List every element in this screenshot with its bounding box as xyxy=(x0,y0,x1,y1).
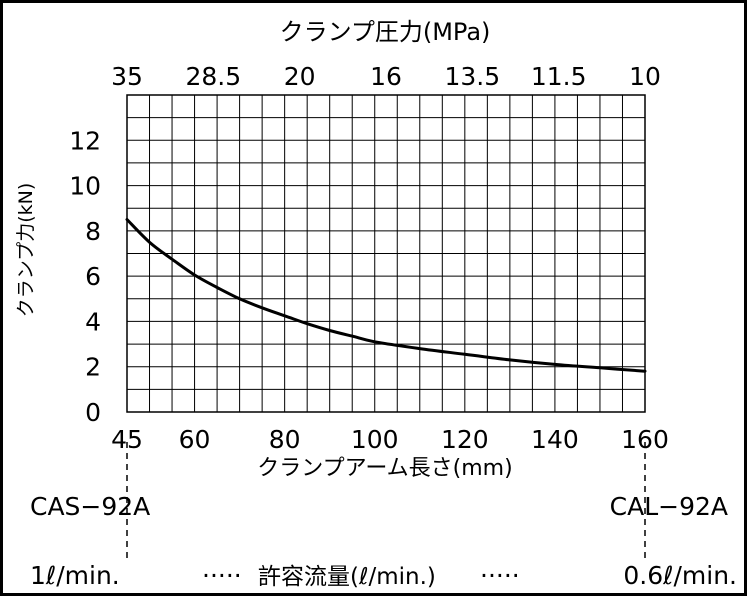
top-tick-label: 28.5 xyxy=(185,62,241,91)
flow-title-label: 許容流量(ℓ/min.) xyxy=(258,564,436,590)
top-tick-label: 10 xyxy=(629,62,661,91)
y-tick-label: 10 xyxy=(69,172,101,201)
y-tick-label: 4 xyxy=(85,307,101,336)
top-tick-label: 20 xyxy=(284,62,316,91)
top-tick-label: 35 xyxy=(111,62,143,91)
x-tick-label: 45 xyxy=(111,425,143,454)
model-left-label: CAS−92A xyxy=(30,492,150,521)
x-axis-ticks: 45 60 80 100 120 140 160 xyxy=(111,425,669,454)
top-tick-label: 11.5 xyxy=(531,62,587,91)
y-axis-ticks: 0 2 4 6 8 10 12 xyxy=(69,126,101,427)
x-tick-label: 140 xyxy=(531,425,579,454)
flow-left-label: 1ℓ/min. xyxy=(30,561,120,590)
series-curve xyxy=(125,218,647,373)
x-tick-label: 100 xyxy=(351,425,399,454)
series-line-0 xyxy=(125,218,647,373)
top-tick-label: 13.5 xyxy=(444,62,500,91)
model-right-label: CAL−92A xyxy=(610,492,728,521)
x-axis-label: クランプアーム長さ(mm) xyxy=(257,456,512,481)
y-tick-label: 6 xyxy=(85,262,101,291)
grid xyxy=(127,95,645,412)
top-axis-title: クランプ圧力(MPa) xyxy=(280,18,491,46)
flow-right-label: 0.6ℓ/min. xyxy=(623,561,737,590)
y-tick-label: 12 xyxy=(69,126,101,155)
y-tick-label: 2 xyxy=(85,353,101,382)
x-tick-label: 60 xyxy=(179,425,211,454)
x-tick-label: 80 xyxy=(269,425,301,454)
top-tick-label: 16 xyxy=(370,62,402,91)
y-tick-label: 0 xyxy=(85,398,101,427)
y-tick-label: 8 xyxy=(85,217,101,246)
top-axis-ticks: 35 28.5 20 16 13.5 11.5 10 xyxy=(111,62,661,91)
flow-dots-left: ····· xyxy=(202,561,242,590)
plot-border xyxy=(126,94,646,413)
plot-area-border xyxy=(126,94,646,413)
x-tick-label: 160 xyxy=(621,425,669,454)
flow-dots-right: ····· xyxy=(480,561,520,590)
x-tick-label: 120 xyxy=(441,425,489,454)
y-axis-label: クランプ力(kN) xyxy=(15,183,37,317)
